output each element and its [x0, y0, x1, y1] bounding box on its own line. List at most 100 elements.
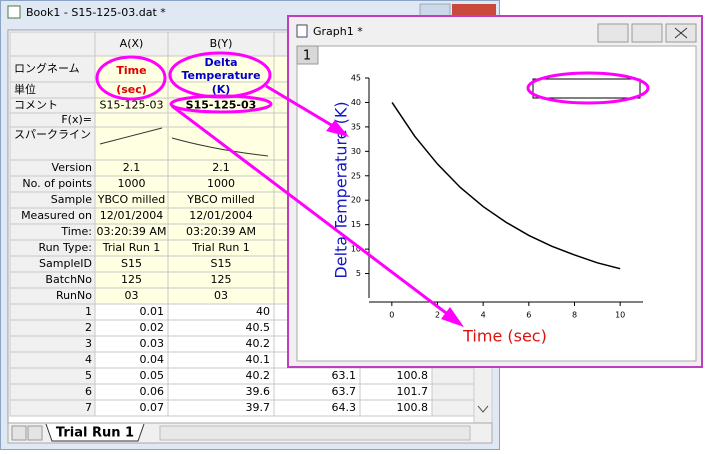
column-header: A(X) [120, 37, 144, 50]
y-tick-label: 20 [351, 196, 361, 205]
cell [9, 367, 96, 385]
meta-cell: 2.1 [212, 161, 230, 174]
meta-cell: S15-125-03 [186, 99, 257, 112]
graph-icon [296, 24, 308, 38]
row-number: 4 [85, 353, 92, 366]
meta-cell: YBCO milled [97, 193, 166, 206]
sparkline [171, 137, 269, 157]
meta-cell: S15 [211, 257, 232, 270]
x-tick-label: 6 [526, 311, 531, 320]
cell [9, 399, 96, 417]
row-number: 3 [85, 337, 92, 350]
data-cell: 100.8 [397, 369, 429, 382]
cell [431, 367, 475, 385]
cell [9, 335, 96, 353]
cell [94, 126, 169, 161]
layer-tab[interactable] [296, 45, 319, 65]
data-cell: 0.02 [140, 321, 165, 334]
cell [431, 383, 475, 401]
cell [9, 31, 96, 57]
y-axis-title: Delta Temperature (K) [332, 101, 351, 278]
meta-cell: Time [116, 64, 146, 77]
meta-cell: S15 [121, 257, 142, 270]
row-label: スパークライン [14, 128, 91, 141]
highlight [169, 94, 273, 114]
sheet-tab-label: Trial Run 1 [56, 426, 134, 441]
x-tick-label: 4 [481, 311, 486, 320]
sheet-tab[interactable] [45, 423, 145, 442]
close-x [674, 27, 688, 39]
book-icon [7, 5, 21, 19]
annotations [95, 51, 650, 324]
data-cell: 101.7 [397, 385, 429, 398]
cell [9, 383, 96, 401]
legend [532, 78, 641, 99]
meta-cell: Trial Run 1 [102, 241, 161, 254]
row-number: 7 [85, 401, 92, 414]
arrowhead [326, 120, 349, 137]
graph-title: Graph1 * [313, 25, 363, 38]
highlight [526, 71, 650, 105]
data-cell: 39.6 [246, 385, 271, 398]
data-cell: 40.2 [246, 337, 271, 350]
row-label: Time: [60, 225, 92, 238]
y-tick-label: 45 [351, 74, 361, 83]
row-label: 単位 [14, 82, 36, 96]
cell [9, 351, 96, 369]
row-label: ロングネーム [14, 61, 80, 75]
meta-cell: 03 [125, 289, 139, 302]
book-title: Book1 - S15-125-03.dat * [26, 6, 166, 19]
h-scrollbar[interactable] [159, 425, 471, 441]
row-label: Measured on [21, 209, 92, 222]
arrowhead [441, 307, 464, 327]
data-cell: 0.01 [140, 305, 165, 318]
row-label: コメント [14, 99, 58, 112]
data-cell: 0.05 [140, 369, 165, 382]
y-tick-label: 35 [351, 122, 361, 131]
meta-cell: 2.1 [123, 161, 141, 174]
arrow [171, 104, 459, 324]
scroll-down[interactable] [477, 405, 489, 413]
meta-cell: S15-125-03 [100, 99, 164, 112]
cell [94, 112, 169, 128]
y-tick-label: 30 [351, 147, 361, 156]
x-tick-label: 8 [572, 311, 577, 320]
row-label: Run Type: [38, 241, 92, 254]
tab-prev[interactable] [11, 425, 27, 441]
row-number: 5 [85, 369, 92, 382]
row-label: SampleID [39, 257, 92, 270]
data-cell: 40.1 [246, 353, 271, 366]
data-cell: 40.5 [246, 321, 271, 334]
meta-cell: YBCO milled [186, 193, 255, 206]
x-tick-label: 10 [615, 311, 625, 320]
data-cell: 0.06 [140, 385, 165, 398]
column-header: B(Y) [210, 37, 233, 50]
y-tick-label: 40 [351, 98, 361, 107]
data-cell: 0.03 [140, 337, 165, 350]
meta-cell: Trial Run 1 [191, 241, 250, 254]
meta-cell: 03:20:39 AM [186, 225, 256, 238]
row-label: BatchNo [45, 273, 92, 286]
long-name: Delta Temperature [181, 56, 260, 82]
row-label: No. of points [22, 177, 92, 190]
graph-min[interactable] [597, 23, 629, 43]
cell [94, 55, 169, 83]
row-label: RunNo [56, 289, 92, 302]
tab-next[interactable] [27, 425, 43, 441]
meta-cell: 125 [211, 273, 232, 286]
meta-cell: (K) [212, 83, 231, 96]
cell [9, 319, 96, 337]
y-tick-label: 5 [356, 269, 361, 278]
data-cell: 63.7 [332, 385, 357, 398]
data-cell: 0.07 [140, 401, 165, 414]
layer-label: 1 [303, 49, 311, 64]
meta-cell: 1000 [118, 177, 146, 190]
data-cell: 40.2 [246, 369, 271, 382]
data-cell: 39.7 [246, 401, 271, 414]
x-tick-label: 2 [435, 311, 440, 320]
meta-cell: 125 [121, 273, 142, 286]
graph-max[interactable] [631, 23, 663, 43]
y-tick-label: 15 [351, 220, 361, 229]
sparkline [99, 127, 163, 145]
